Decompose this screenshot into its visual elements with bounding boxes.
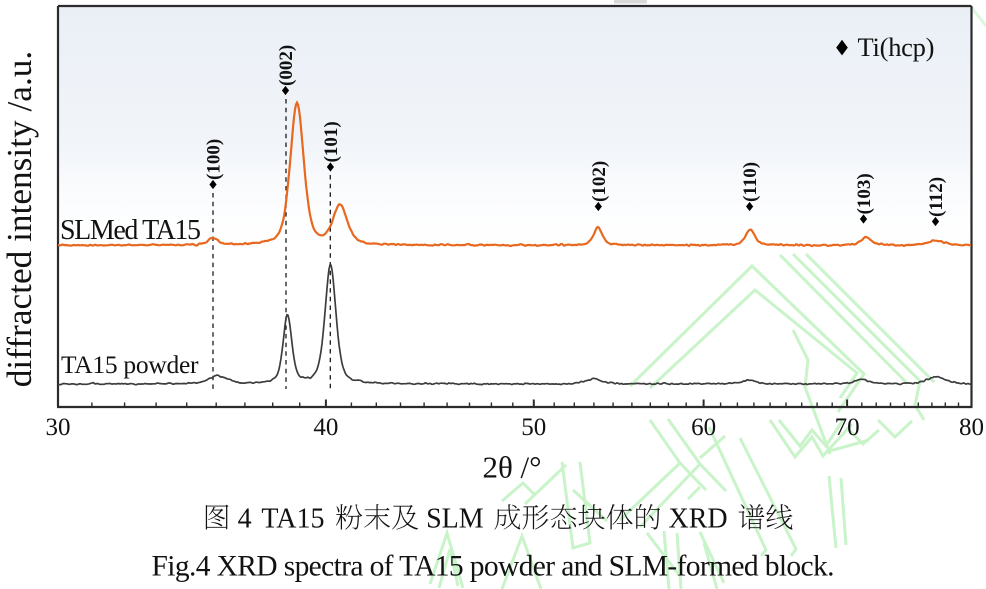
svg-text:Fig.4 XRD spectra of TA15 powd: Fig.4 XRD spectra of TA15 powder and SLM… [152,551,835,583]
svg-text:TA15: TA15 [261,504,324,535]
svg-text:(102): (102) [589,161,610,202]
svg-text:SLMed TA15: SLMed TA15 [60,215,201,246]
svg-text:(100): (100) [204,139,225,180]
svg-text:XRD: XRD [662,504,735,535]
svg-text:60: 60 [691,414,716,441]
svg-text:(112): (112) [926,177,947,217]
svg-text:(110): (110) [740,162,761,202]
svg-text:TA15 powder: TA15 powder [61,350,199,379]
svg-text:40: 40 [313,414,338,441]
svg-text:(101): (101) [321,121,342,162]
svg-text:SLM: SLM [419,504,491,535]
svg-text:2θ /°: 2θ /° [482,450,541,485]
svg-text:70: 70 [835,414,860,441]
svg-text:80: 80 [959,414,984,441]
svg-text:50: 50 [521,414,546,441]
svg-text:diffracted intensity /a.u.: diffracted intensity /a.u. [0,51,39,388]
svg-text:4: 4 [231,504,259,535]
svg-text:(002): (002) [276,45,297,86]
svg-text:30: 30 [46,414,71,441]
svg-text:Ti(hcp): Ti(hcp) [858,32,935,62]
svg-text:(103): (103) [854,173,875,214]
